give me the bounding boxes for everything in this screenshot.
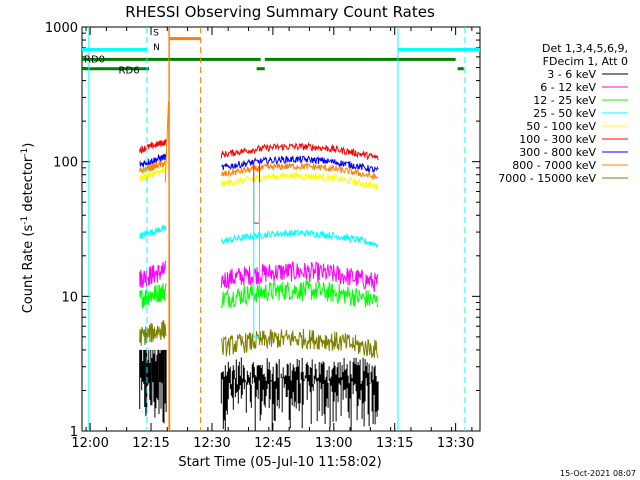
plot-frame <box>81 26 481 432</box>
series-line-segment <box>139 159 167 174</box>
series-line-segment <box>139 139 167 155</box>
y-tick-label: 10 <box>61 290 78 305</box>
legend-label: 6 - 12 keV <box>540 81 596 94</box>
series-7000-15000-keV <box>139 319 379 359</box>
series-line-segment <box>139 166 167 182</box>
series-line-segment <box>220 357 379 431</box>
y-axis-label: Count Rate (s-1 detector-1) <box>20 143 36 314</box>
y-tick-label: 1000 <box>45 21 78 36</box>
flag-label-saa: S <box>153 29 159 39</box>
y-tick-label: 1 <box>70 425 78 440</box>
legend-label: 100 - 300 keV <box>519 133 596 146</box>
flag-label-night: N <box>153 43 160 53</box>
flag-label-rd6: RD6 <box>119 66 140 77</box>
legend-label: 12 - 25 keV <box>533 94 596 107</box>
series-line-segment <box>220 171 379 191</box>
series-line-segment <box>220 162 379 180</box>
legend-label: 50 - 100 keV <box>526 120 596 133</box>
legend-header-2: FDecim 1, Att 0 <box>543 55 628 68</box>
timestamp: 15-Oct-2021 08:07 <box>560 469 636 478</box>
y-ticks: 1 10 100 1000 <box>45 21 480 440</box>
series-line-segment <box>139 260 167 288</box>
series-line-segment <box>220 328 379 359</box>
x-ticks: 12:00 12:15 12:30 12:45 13:00 13:15 13:30 <box>71 27 474 451</box>
series-25-50-keV <box>139 224 379 249</box>
transient-features <box>164 27 260 431</box>
series-6-12-keV <box>139 260 379 292</box>
series-line-segment <box>220 261 379 292</box>
series-line-segment <box>220 280 379 309</box>
legend-entry: 800 - 7000 keV <box>512 159 628 172</box>
series-line-segment <box>221 155 379 173</box>
legend-header-1: Det 1,3,4,5,6,9, <box>542 42 628 55</box>
series-line-segment <box>220 141 379 161</box>
legend-label: 800 - 7000 keV <box>512 159 596 172</box>
x-tick-label: 13:15 <box>376 436 413 451</box>
series-50-100-keV <box>139 166 379 191</box>
legend-label: 300 - 800 keV <box>519 146 596 159</box>
legend-entry: 50 - 100 keV <box>526 120 628 133</box>
legend-entry: 6 - 12 keV <box>540 81 628 94</box>
series-800-7000-keV <box>139 159 379 180</box>
legend-label: 25 - 50 keV <box>533 107 596 120</box>
x-tick-label: 13:30 <box>437 436 474 451</box>
series-line-segment <box>139 224 167 240</box>
x-axis-label: Start Time (05-Jul-10 11:58:02) <box>178 455 381 470</box>
x-tick-label: 13:00 <box>315 436 352 451</box>
legend-entry: 7000 - 15000 keV <box>498 172 628 185</box>
series-300-800-keV <box>139 153 379 173</box>
legend-entry: 3 - 6 keV <box>547 68 628 81</box>
y-tick-label: 100 <box>53 156 78 171</box>
x-tick-label: 12:00 <box>71 436 108 451</box>
series-line-segment <box>139 349 167 424</box>
series-line-segment <box>139 283 167 309</box>
flag-label-rd0: RD0 <box>84 54 105 65</box>
legend-label: 3 - 6 keV <box>547 68 596 81</box>
series-line-segment <box>220 228 379 249</box>
x-tick-label: 12:15 <box>132 436 169 451</box>
legend: Det 1,3,4,5,6,9, FDecim 1, Att 0 3 - 6 k… <box>498 42 628 185</box>
series-line-segment <box>139 153 167 167</box>
flags-layer: SN RD0 RD6 <box>82 27 480 431</box>
legend-entry: 300 - 800 keV <box>519 146 628 159</box>
legend-label: 7000 - 15000 keV <box>498 172 596 185</box>
series-line-segment <box>139 319 167 346</box>
legend-entry: 12 - 25 keV <box>533 94 628 107</box>
dip-cyan <box>253 182 260 338</box>
x-tick-label: 12:45 <box>254 436 291 451</box>
legend-entry: 25 - 50 keV <box>533 107 628 120</box>
series-3-6-keV <box>139 349 379 431</box>
x-tick-label: 12:30 <box>193 436 230 451</box>
legend-entry: 100 - 300 keV <box>519 133 628 146</box>
series-layer <box>139 27 379 431</box>
series-12-25-keV <box>139 280 379 309</box>
chart-title: RHESSI Observing Summary Count Rates <box>125 3 435 21</box>
series-100-300-keV <box>139 139 379 161</box>
